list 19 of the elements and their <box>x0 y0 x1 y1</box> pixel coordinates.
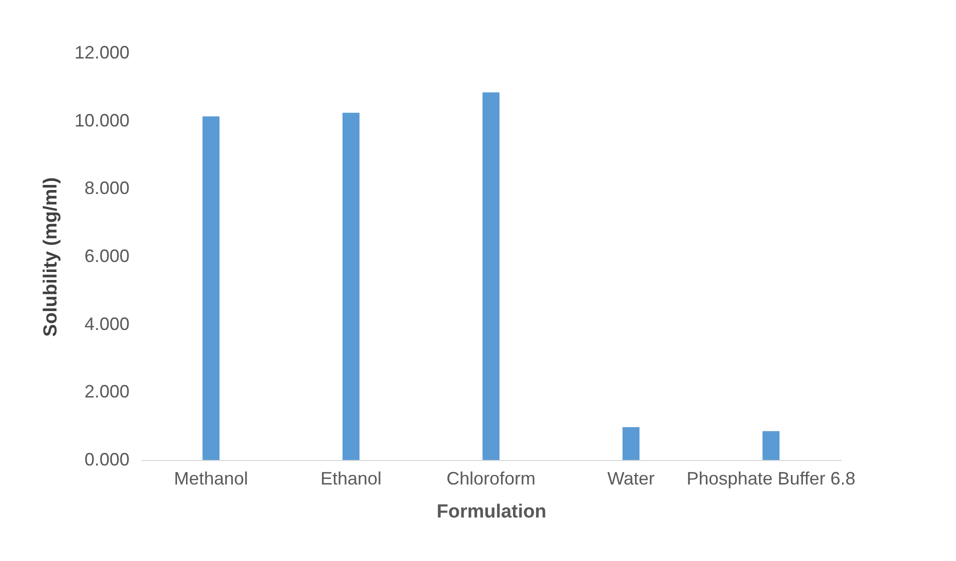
y-tick-label: 12.000 <box>74 42 130 62</box>
x-axis-title: Formulation <box>436 502 546 522</box>
x-tick-label: Phosphate Buffer 6.8 <box>686 468 856 488</box>
x-tick-label: Methanol <box>174 468 248 488</box>
bar <box>342 112 360 460</box>
y-tick-label: 0.000 <box>84 450 130 470</box>
x-tick-label: Water <box>607 468 655 488</box>
y-axis-title: Solubility (mg/ml) <box>40 177 62 337</box>
bar <box>202 116 220 460</box>
y-tick-label: 2.000 <box>84 382 130 402</box>
y-tick-label: 10.000 <box>74 110 130 130</box>
x-tick-label: Chloroform <box>446 468 536 488</box>
x-tick-label: Ethanol <box>320 468 382 488</box>
bar <box>482 92 500 460</box>
y-tick-label: 6.000 <box>84 246 130 266</box>
y-tick-label: 4.000 <box>84 314 130 334</box>
y-tick-label: 8.000 <box>84 178 130 198</box>
bar <box>622 427 640 460</box>
bar <box>762 431 780 460</box>
